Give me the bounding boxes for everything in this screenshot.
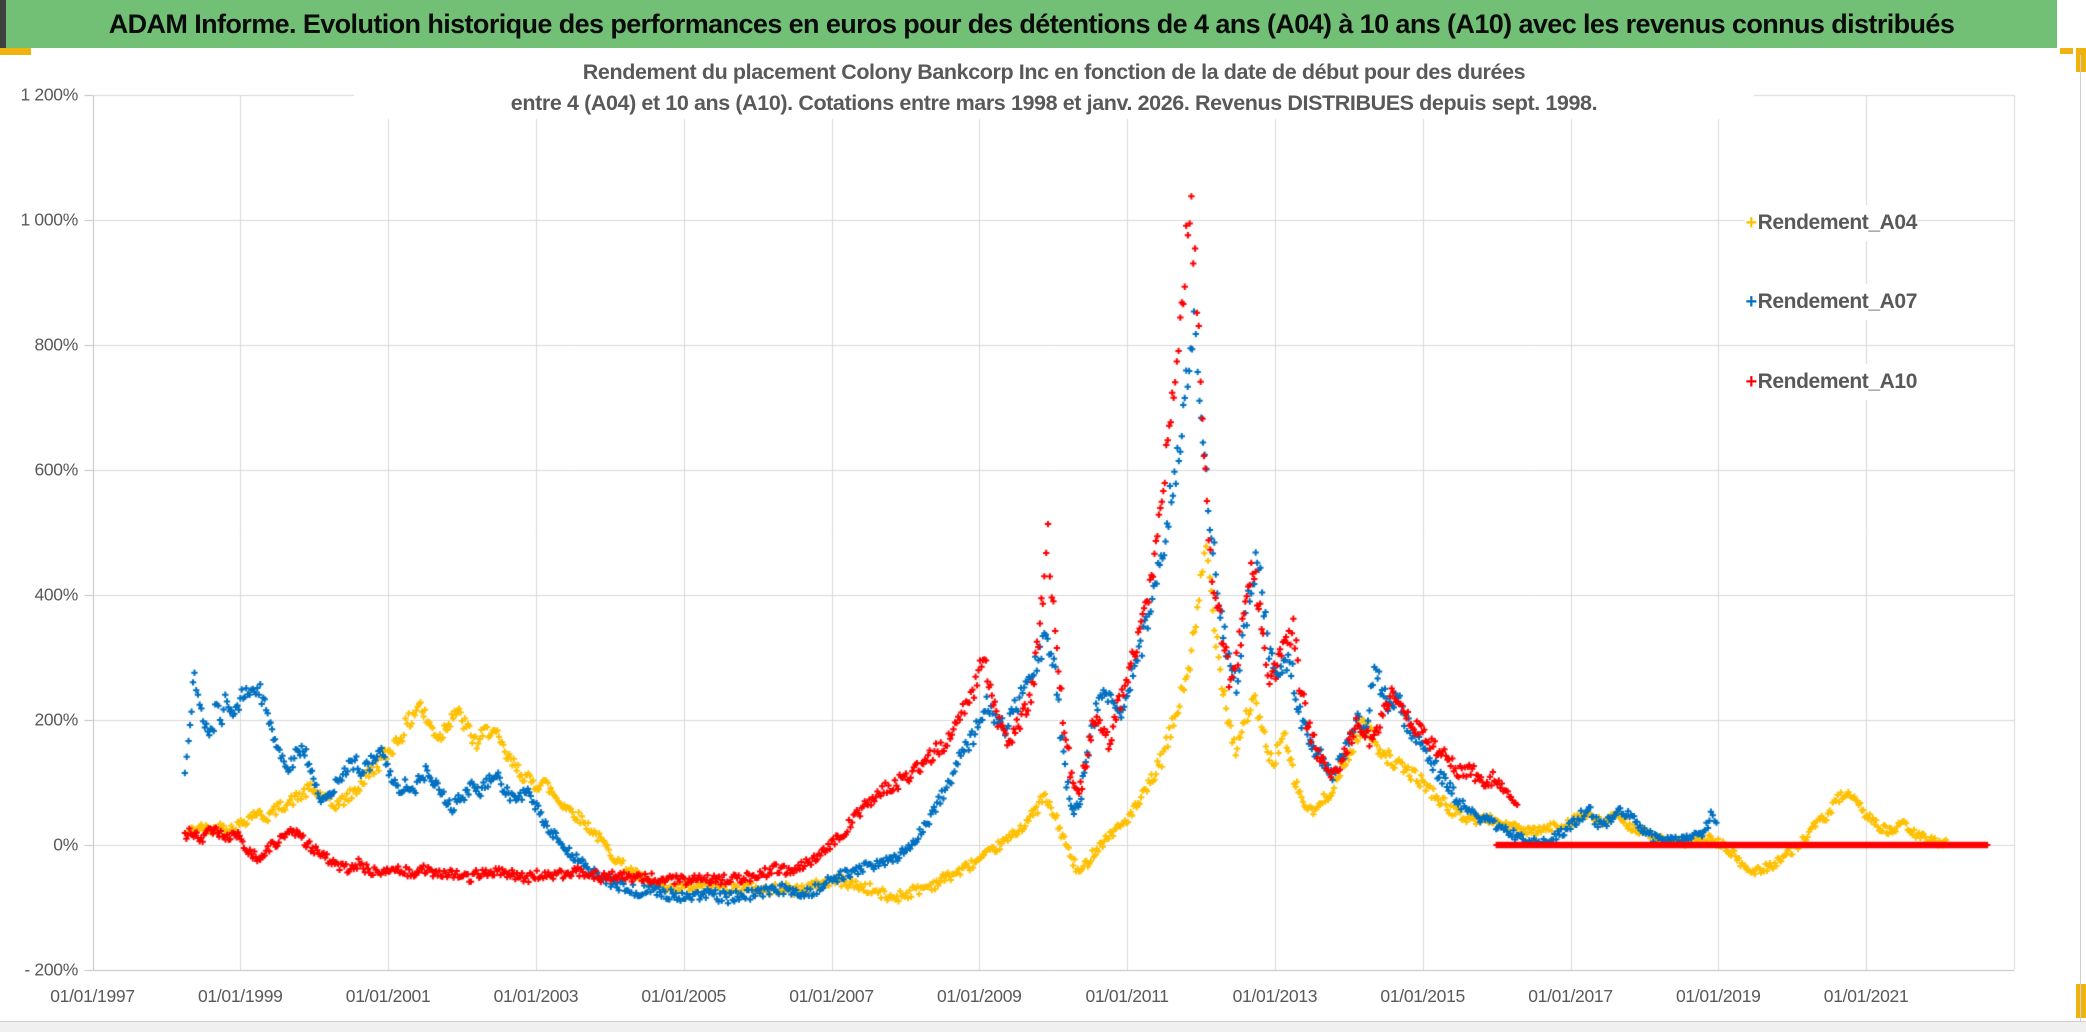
x-axis-label: 01/01/2017 — [1528, 986, 1613, 1006]
legend-item-rendement_a04: + Rendement_A04 — [1745, 205, 1917, 241]
plus-marker-icon: + — [1745, 212, 1758, 234]
x-axis-label: 01/01/2003 — [493, 986, 579, 1006]
x-axis-label: 01/01/2005 — [641, 986, 726, 1006]
x-axis-label: 01/01/2001 — [345, 986, 431, 1006]
x-axis-label: 01/01/2021 — [1823, 986, 1909, 1006]
chart-title: Rendement du placement Colony Bankcorp I… — [354, 57, 1754, 119]
y-axis-label: 1 200% — [20, 84, 78, 105]
x-axis-label: 01/01/2015 — [1380, 986, 1465, 1006]
x-axis-label: 01/01/2011 — [1085, 986, 1169, 1006]
x-axis-label: 01/01/1999 — [198, 986, 283, 1006]
legend-item-rendement_a10: + Rendement_A10 — [1745, 364, 1917, 400]
y-axis-label: 400% — [34, 584, 78, 605]
y-axis-label: 800% — [34, 334, 78, 355]
x-axis-label: 01/01/2019 — [1676, 986, 1761, 1006]
chart-title-line1: Rendement du placement Colony Bankcorp I… — [582, 60, 1526, 84]
chart-title-line2: entre 4 (A04) et 10 ans (A10). Cotations… — [510, 91, 1598, 115]
x-axis-label: 01/01/2013 — [1232, 986, 1318, 1006]
x-axis-label: 01/01/2009 — [937, 986, 1022, 1006]
legend-label: Rendement_A10 — [1757, 370, 1918, 393]
plus-marker-icon: + — [1745, 371, 1758, 393]
legend-label: Rendement_A04 — [1757, 211, 1918, 234]
y-axis-label: - 200% — [24, 959, 78, 980]
y-axis-label: 200% — [34, 709, 78, 730]
y-axis-label: 0% — [53, 834, 78, 855]
legend-item-rendement_a07: + Rendement_A07 — [1745, 284, 1917, 320]
x-axis-label: 01/01/2007 — [789, 986, 874, 1006]
plus-marker-icon: + — [1745, 291, 1758, 313]
y-axis-label: 1 000% — [20, 209, 78, 230]
x-axis-label: 01/01/1997 — [50, 986, 135, 1006]
y-axis-label: 600% — [34, 459, 78, 480]
legend-label: Rendement_A07 — [1757, 290, 1918, 313]
